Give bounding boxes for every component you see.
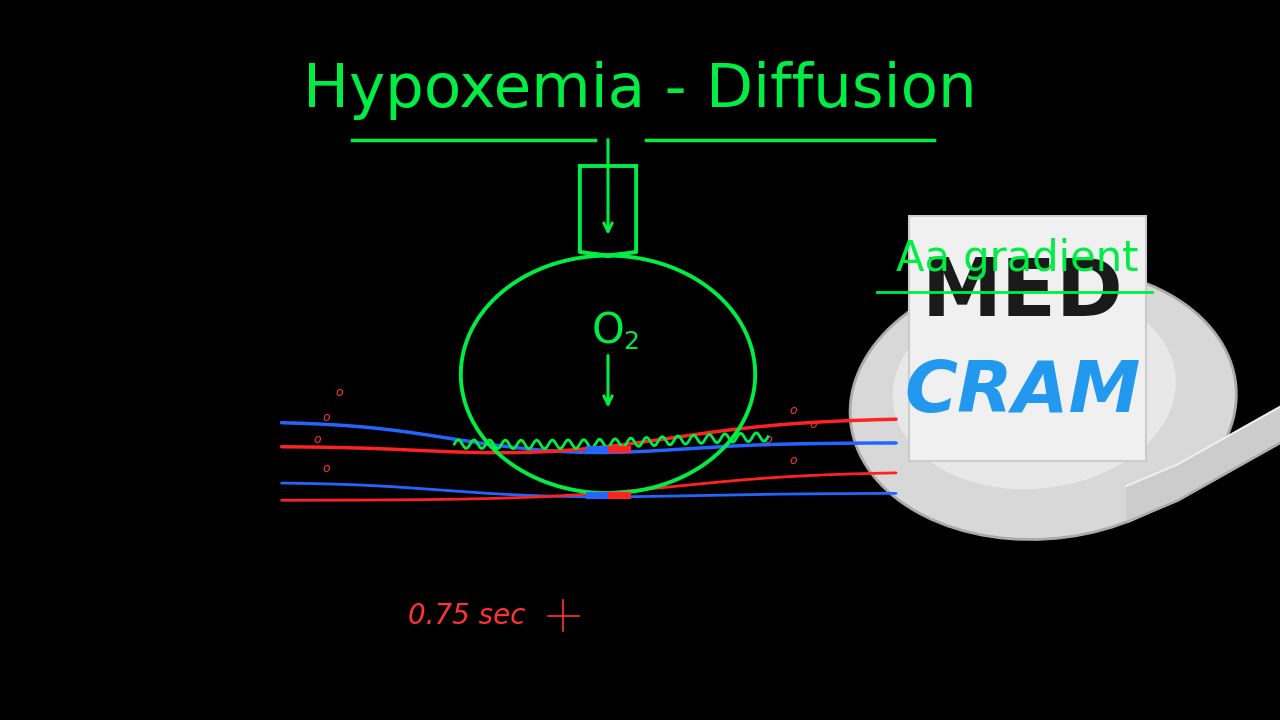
Ellipse shape	[892, 289, 1176, 489]
Text: 2: 2	[623, 330, 639, 354]
Ellipse shape	[850, 267, 1236, 539]
Text: 0.75 sec: 0.75 sec	[408, 602, 526, 629]
Text: MED: MED	[922, 256, 1124, 333]
Text: O: O	[591, 310, 625, 352]
Text: Hypoxemia - Diffusion: Hypoxemia - Diffusion	[303, 60, 977, 120]
Text: o: o	[790, 454, 797, 467]
FancyBboxPatch shape	[909, 216, 1146, 461]
Ellipse shape	[947, 346, 1101, 461]
Text: Aa gradient: Aa gradient	[896, 238, 1139, 280]
Text: o: o	[323, 462, 330, 474]
Text: o: o	[323, 411, 330, 424]
Text: CRAM: CRAM	[904, 358, 1140, 427]
Text: o: o	[809, 418, 817, 431]
Text: o: o	[335, 386, 343, 399]
Text: o: o	[314, 433, 321, 446]
Text: o: o	[790, 404, 797, 417]
Text: o: o	[764, 433, 772, 446]
